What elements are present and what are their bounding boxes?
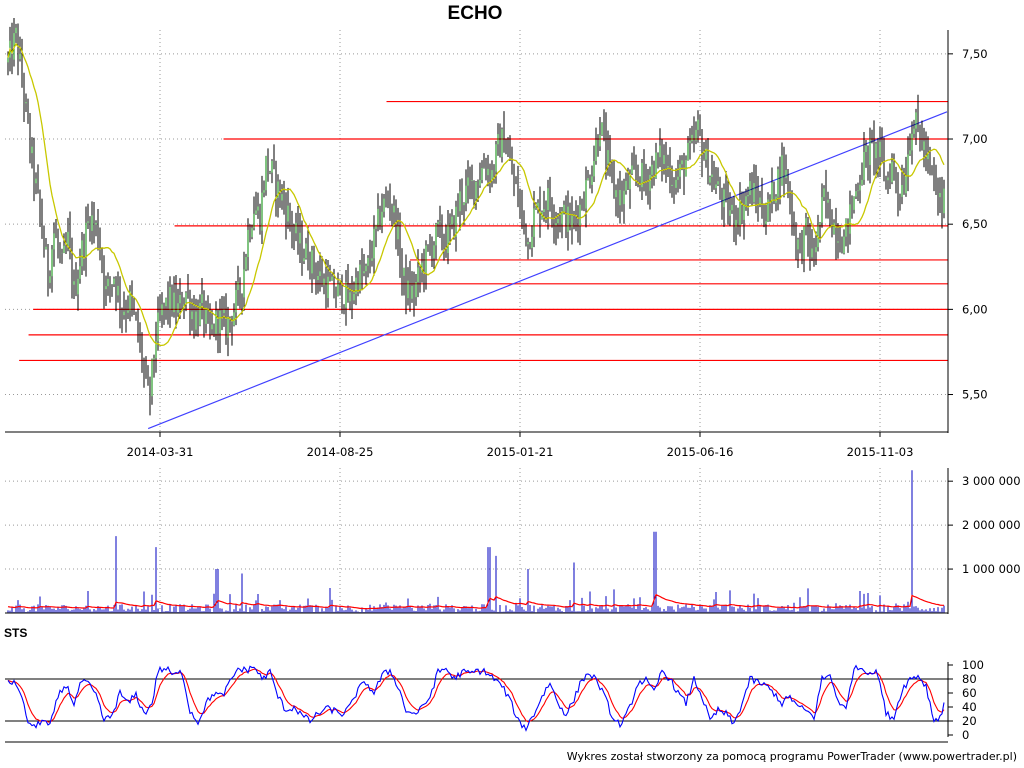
- volume-panel: 1 000 000 2 000 000 3 000 000: [5, 468, 1021, 614]
- sts-y-tick-label: 80: [962, 672, 977, 686]
- volume-grid: [5, 468, 948, 613]
- volume-axes: [5, 468, 949, 614]
- sts-lines: [7, 664, 945, 732]
- support-resistance-lines: [19, 100, 948, 362]
- volume-average-line: [7, 593, 944, 610]
- moving-average-line: [7, 42, 945, 347]
- sts-y-tick-label: 60: [962, 686, 977, 700]
- chart-title: ECHO: [448, 3, 503, 24]
- volume-y-ticks: 1 000 000 2 000 000 3 000 000: [948, 474, 1021, 576]
- volume-y-tick-label: 2 000 000: [962, 518, 1021, 532]
- sts-label: STS: [4, 626, 27, 640]
- sts-y-tick-label: 0: [962, 728, 969, 742]
- price-y-tick-label: 6,50: [962, 217, 988, 231]
- price-grid: [5, 30, 948, 432]
- sts-d-line: [7, 668, 945, 723]
- sts-y-tick-label: 40: [962, 700, 977, 714]
- price-x-tick-label: 2015-11-03: [847, 445, 914, 459]
- price-y-tick-label: 7,50: [962, 47, 988, 61]
- footer-credit: Wykres został stworzony za pomocą progra…: [567, 750, 1017, 763]
- volume-y-tick-label: 3 000 000: [962, 474, 1021, 488]
- price-candles: [7, 18, 945, 416]
- price-panel: 5,50 6,00 6,50 7,00 7,50 2014-03-31 2014-08-2…: [5, 18, 988, 459]
- volume-bars: [7, 470, 945, 613]
- price-y-tick-label: 5,50: [962, 388, 988, 402]
- price-x-ticks: 2014-03-31 2014-08-25 2015-01-21 2015-06-16…: [127, 432, 914, 459]
- volume-y-tick-label: 1 000 000: [962, 562, 1021, 576]
- sts-k-line: [7, 664, 945, 732]
- ma-polyline: [7, 42, 945, 347]
- sts-grid: [5, 678, 948, 743]
- price-x-tick-label: 2014-03-31: [127, 445, 194, 459]
- volume-average-polyline: [7, 593, 944, 610]
- sts-y-tick-label: 20: [962, 714, 977, 728]
- price-y-tick-label: 7,00: [962, 132, 988, 146]
- price-x-tick-label: 2015-01-21: [487, 445, 554, 459]
- sts-y-tick-label: 100: [962, 658, 984, 672]
- price-x-tick-label: 2015-06-16: [667, 445, 734, 459]
- price-axes: [5, 30, 949, 433]
- price-x-tick-label: 2014-08-25: [307, 445, 374, 459]
- trend-line: [147, 111, 948, 430]
- trend-line-segment: [147, 111, 948, 430]
- price-y-ticks: 5,50 6,00 6,50 7,00 7,50: [948, 47, 988, 402]
- price-y-tick-label: 6,00: [962, 302, 988, 316]
